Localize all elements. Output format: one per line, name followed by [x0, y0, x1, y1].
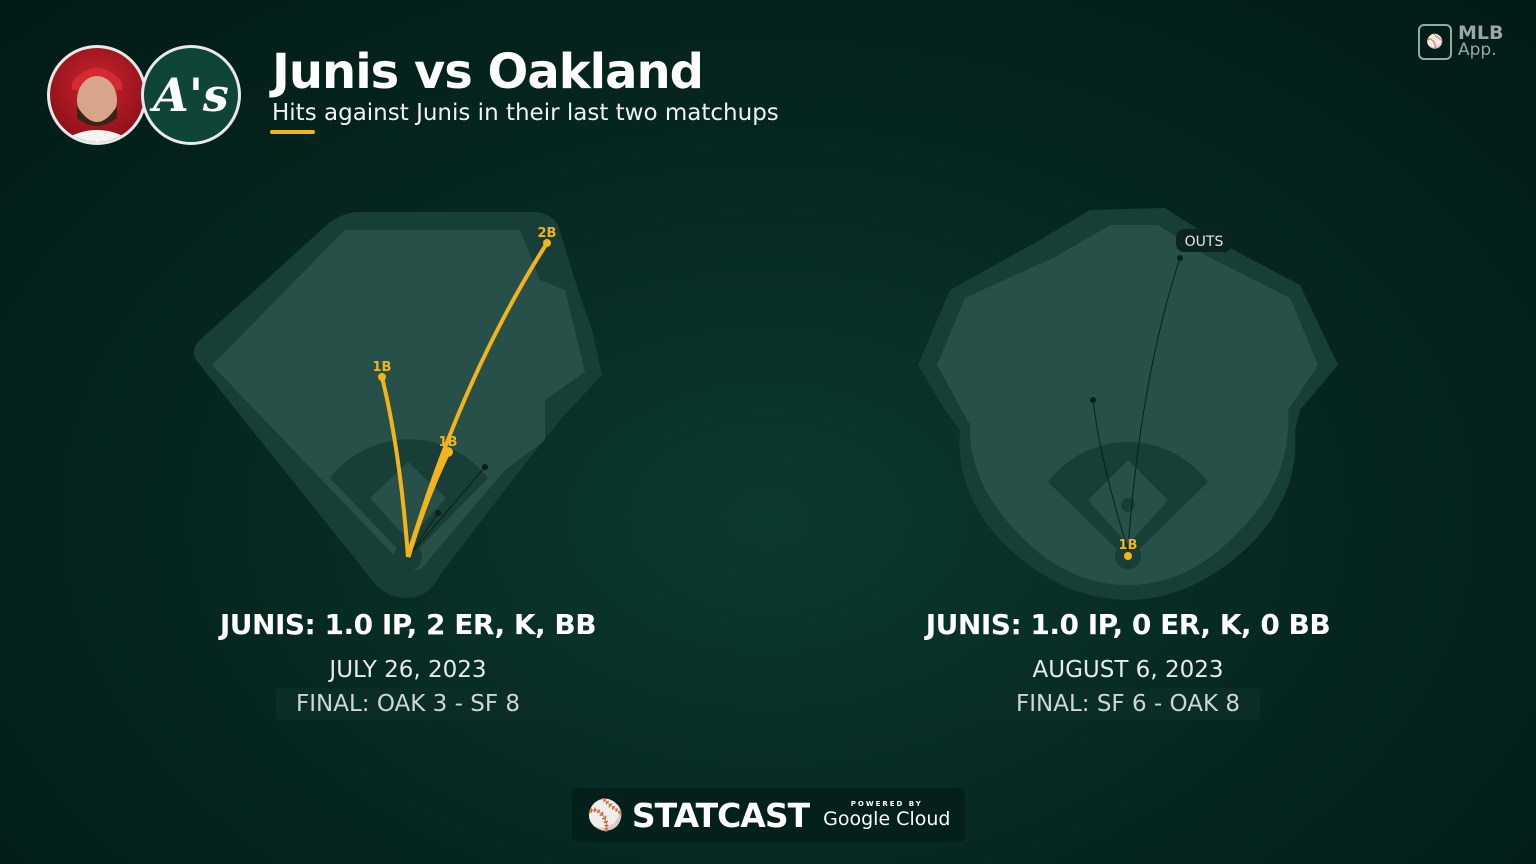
out-marker	[1177, 255, 1183, 261]
mlb-batter-logo-icon: ⚾	[586, 797, 624, 833]
hit-label: 1B	[373, 360, 392, 375]
team-logo-text: A's	[153, 68, 229, 122]
hit-label: 1B	[1119, 538, 1138, 553]
pitchers-mound	[1121, 498, 1135, 512]
out-marker	[435, 510, 441, 516]
game-2-date: AUGUST 6, 2023	[1032, 657, 1224, 683]
game-1-date: JULY 26, 2023	[329, 657, 487, 683]
hit-marker	[1124, 552, 1132, 560]
statcast-banner: ⚾ STATCAST POWERED BY Google Cloud	[572, 788, 965, 842]
app-badge-line2: App.	[1458, 40, 1497, 60]
partner-name: Google Cloud	[823, 808, 951, 830]
hit-marker	[378, 373, 386, 381]
out-marker	[1090, 397, 1096, 403]
game-2-final-score: FINAL: SF 6 - OAK 8	[996, 688, 1260, 720]
spray-chart-game-2: OUTS 1B	[918, 208, 1338, 600]
team-logo: A's	[141, 45, 241, 145]
hit-label: 1B	[439, 435, 458, 450]
field-grass	[212, 230, 585, 570]
mlb-logo-icon: ⚾	[1418, 24, 1452, 60]
app-badge-line1: MLB	[1458, 22, 1504, 44]
out-marker	[482, 464, 488, 470]
hit-marker	[543, 239, 551, 247]
hit-label: 2B	[538, 226, 557, 241]
field-grass	[937, 225, 1318, 585]
out-trajectory	[1092, 257, 1181, 551]
hit-trajectory	[406, 241, 549, 558]
page-title: Junis vs Oakland	[272, 44, 704, 100]
page-subtitle: Hits against Junis in their last two mat…	[272, 100, 779, 126]
game-2-stat-line: JUNIS: 1.0 IP, 0 ER, K, 0 BB	[925, 608, 1331, 641]
out-trajectory	[407, 466, 486, 558]
player-headshot	[47, 45, 147, 145]
mlb-app-badge: ⚾ MLB App.	[1418, 24, 1504, 60]
game-1-final-score: FINAL: OAK 3 - SF 8	[276, 688, 540, 720]
powered-by: POWERED BY	[850, 800, 923, 808]
outs-label-bg	[1176, 229, 1232, 252]
spray-chart-game-1: 1B 1B 2B	[193, 212, 602, 598]
hit-marker	[443, 447, 453, 457]
statcast-brand: STATCAST	[631, 795, 810, 835]
infield-grass	[370, 462, 446, 540]
outs-label: OUTS	[1185, 234, 1224, 250]
game-1-stat-line: JUNIS: 1.0 IP, 2 ER, K, BB	[219, 608, 597, 641]
hit-trajectory	[380, 376, 410, 558]
accent-underline	[270, 130, 315, 134]
